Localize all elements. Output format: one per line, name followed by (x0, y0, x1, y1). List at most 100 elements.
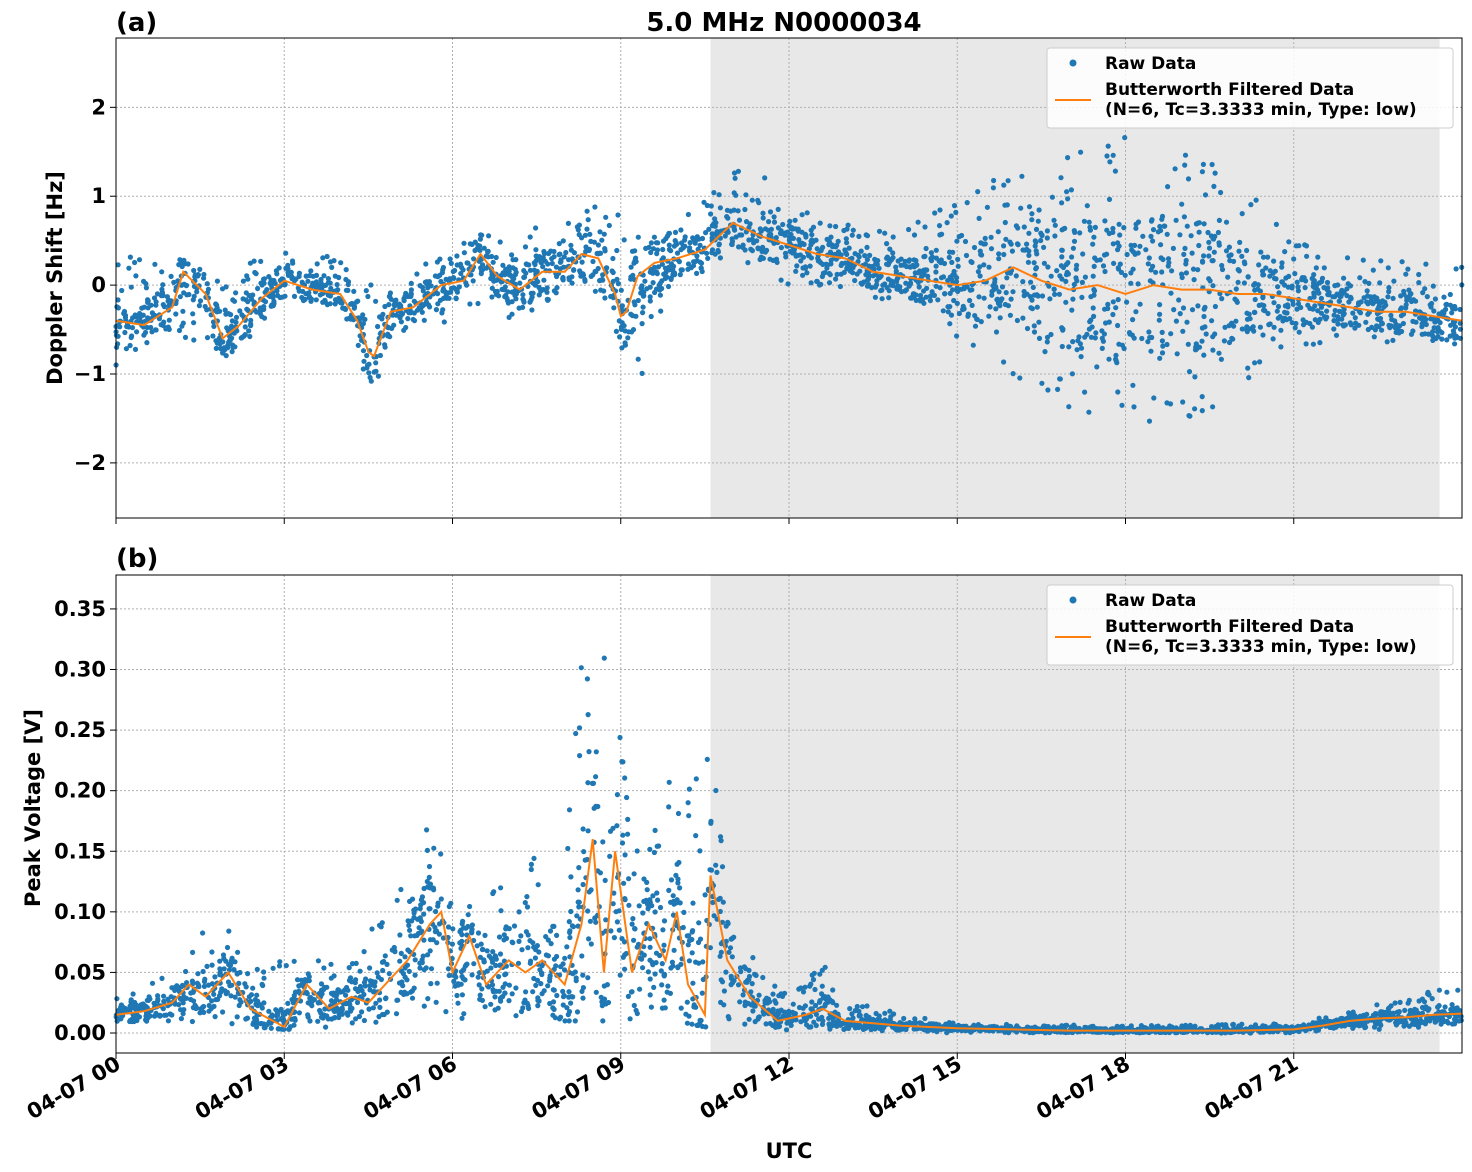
raw-data-point (671, 947, 677, 953)
raw-data-point (1265, 254, 1271, 260)
raw-data-point (296, 270, 302, 276)
raw-data-point (978, 319, 984, 325)
raw-data-point (1099, 335, 1105, 341)
raw-data-point (220, 1009, 226, 1015)
raw-data-point (1206, 253, 1212, 259)
raw-data-point (163, 1012, 169, 1018)
raw-data-point (597, 229, 603, 235)
raw-data-point (276, 265, 282, 271)
raw-data-point (1168, 290, 1174, 296)
raw-data-point (568, 242, 574, 248)
raw-data-point (186, 291, 192, 298)
raw-data-point (928, 258, 935, 264)
raw-data-point (1111, 260, 1117, 266)
raw-data-point (307, 1018, 313, 1024)
raw-data-point (561, 254, 567, 260)
raw-data-point (972, 313, 978, 319)
raw-data-point (1099, 345, 1105, 351)
raw-data-point (1055, 386, 1061, 392)
raw-data-point (531, 944, 537, 950)
raw-data-point (799, 212, 805, 218)
raw-data-point (1056, 291, 1062, 297)
raw-data-point (1014, 317, 1021, 324)
raw-data-point (613, 328, 620, 334)
raw-data-point (1425, 991, 1431, 997)
raw-data-point (852, 277, 858, 284)
raw-data-point (1352, 315, 1358, 321)
raw-data-point (844, 226, 850, 232)
raw-data-point (274, 271, 280, 277)
raw-data-point (431, 845, 437, 851)
raw-data-point (838, 271, 844, 277)
raw-data-point (132, 346, 139, 352)
raw-data-point (1318, 310, 1324, 316)
raw-data-point (671, 270, 677, 276)
raw-data-point (191, 998, 197, 1004)
raw-data-point (592, 268, 598, 275)
raw-data-point (646, 900, 652, 906)
raw-data-point (472, 239, 478, 245)
raw-data-point (1283, 275, 1289, 281)
raw-data-point (955, 263, 961, 269)
raw-data-point (544, 289, 550, 295)
raw-data-point (859, 1004, 866, 1010)
raw-data-point (1105, 301, 1111, 307)
raw-data-point (516, 938, 522, 945)
raw-data-point (1294, 279, 1300, 285)
raw-data-point (1033, 226, 1040, 232)
raw-data-point (575, 227, 581, 233)
raw-data-point (551, 956, 558, 962)
raw-data-point (1088, 317, 1094, 323)
raw-data-point (540, 258, 546, 264)
raw-data-point (1034, 304, 1040, 310)
raw-data-point (238, 999, 244, 1005)
raw-data-point (1311, 294, 1317, 300)
raw-data-point (607, 828, 614, 834)
raw-data-point (695, 1022, 701, 1029)
raw-data-point (219, 286, 226, 292)
raw-data-point (803, 234, 809, 240)
raw-data-point (754, 238, 760, 244)
raw-data-point (1191, 277, 1197, 283)
raw-data-point (160, 282, 166, 288)
raw-data-point (383, 995, 389, 1001)
raw-data-point (1081, 218, 1087, 224)
raw-data-point (1173, 217, 1179, 223)
raw-data-point (1078, 354, 1084, 360)
raw-data-point (1400, 320, 1406, 327)
raw-data-point (371, 369, 377, 375)
raw-data-point (201, 275, 207, 281)
raw-data-point (1110, 152, 1116, 158)
raw-data-point (464, 260, 470, 266)
raw-data-point (475, 300, 481, 307)
raw-data-point (864, 1003, 870, 1009)
raw-data-point (336, 274, 342, 281)
raw-data-point (745, 260, 751, 266)
raw-data-point (345, 281, 351, 288)
raw-data-point (854, 271, 860, 277)
raw-data-point (685, 266, 691, 272)
raw-data-point (687, 245, 693, 251)
raw-data-point (459, 1015, 465, 1021)
raw-data-point (960, 306, 966, 313)
raw-data-point (651, 849, 658, 856)
raw-data-point (183, 968, 189, 975)
raw-data-point (768, 226, 775, 232)
raw-data-point (914, 262, 920, 268)
raw-data-point (1049, 194, 1055, 200)
raw-data-point (778, 245, 785, 251)
raw-data-point (1246, 311, 1252, 317)
raw-data-point (1226, 323, 1232, 329)
raw-data-point (1450, 304, 1456, 310)
raw-data-point (410, 316, 416, 323)
raw-data-point (597, 870, 604, 876)
raw-data-point (792, 226, 799, 232)
raw-data-point (576, 725, 583, 731)
raw-data-point (1059, 343, 1065, 350)
raw-data-point (593, 989, 599, 995)
raw-data-point (382, 953, 388, 959)
raw-data-point (1226, 253, 1232, 259)
raw-data-point (1063, 299, 1069, 305)
raw-data-point (621, 323, 627, 329)
raw-data-point (1030, 284, 1036, 290)
